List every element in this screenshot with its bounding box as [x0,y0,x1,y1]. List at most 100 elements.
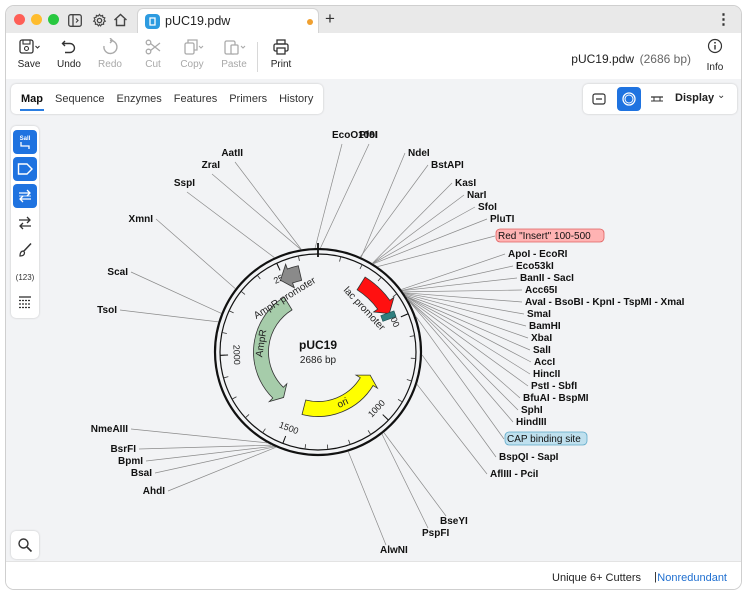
enzyme-site-label[interactable]: SalI [533,345,551,356]
highlight-toggle[interactable] [13,238,37,262]
enzyme-site-label[interactable]: SfoI [478,202,497,213]
redo-button[interactable]: Redo [90,38,130,70]
enzyme-leader-line [383,432,447,517]
cut-button[interactable]: Cut [133,38,173,70]
enzyme-site-label[interactable]: NarI [467,190,487,201]
cap-site-badge[interactable] [504,431,588,446]
primers-toggle[interactable] [13,211,37,235]
enzyme-site-label[interactable]: Red "Insert" 100-500 [498,231,591,242]
new-tab-button[interactable]: + [325,9,335,28]
enzyme-site-label[interactable]: AvaI - BsoBI - KpnI - TspMI - XmaI [525,297,685,308]
print-button[interactable]: Print [261,38,301,70]
enzyme-site-label[interactable]: SmaI [527,309,551,320]
tab-map[interactable]: Map [15,84,49,114]
tick-label: 2000 [231,345,242,365]
enzyme-site-label[interactable]: CAP binding site [507,434,581,445]
enzyme-site-label[interactable]: BanII - SacI [520,273,574,284]
enzyme-site-label[interactable]: ZraI [202,160,221,171]
enzyme-leader-line [407,299,519,411]
enzyme-site-label[interactable]: AflIII - PciI [490,469,539,480]
enzyme-site-label[interactable]: BspQI - SapI [499,452,559,463]
enzyme-leader-line [381,433,429,529]
enzyme-site-label[interactable]: SspI [174,178,195,189]
numbering-toggle[interactable]: (123) [13,265,37,289]
linear-view-button[interactable] [587,87,611,111]
enzyme-site-label[interactable]: Eco53kI [516,261,554,272]
enzyme-site-label[interactable]: PfoI [359,130,378,141]
paste-button[interactable]: Paste [214,38,254,70]
enzyme-site-label[interactable]: BamHI [529,321,561,332]
unsaved-indicator [307,19,313,25]
sequence-view-button[interactable] [645,87,669,111]
enzyme-site-label[interactable]: AhdI [143,486,165,497]
legend-toggle[interactable] [13,290,37,314]
feature-ampr[interactable] [253,296,293,403]
undo-button[interactable]: Undo [49,38,89,70]
display-menu-label[interactable]: Display [675,92,715,104]
insert-region-badge[interactable] [495,228,605,243]
enzyme-site-label[interactable]: EcoO109I [332,130,378,141]
enzyme-site-label[interactable]: SphI [521,405,543,416]
enzyme-site-label[interactable]: XmnI [129,214,154,225]
map-canvas[interactable]: 5001000150020002500lac promoteroriAmpRAm… [6,79,741,561]
orf-icon [19,189,31,203]
tab-sequence[interactable]: Sequence [55,93,105,105]
enzyme-site-label[interactable]: HincII [533,369,560,380]
chevron-down-icon[interactable]: ⌄ [717,90,726,101]
redundancy-mode-link[interactable]: Nonredundant [657,572,727,584]
tab-enzymes[interactable]: Enzymes [116,93,162,105]
enzyme-site-label[interactable]: BpmI [118,456,143,467]
enzyme-site-label[interactable]: Acc65I [525,285,557,296]
tab-primers[interactable]: Primers [229,93,268,105]
display-controls: Display ⌄ [583,84,737,114]
enzyme-leader-line [415,315,505,440]
enzyme-site-label[interactable]: BstAPI [431,160,464,171]
plasmid-map[interactable]: 5001000150020002500lac promoteroriAmpRAm… [6,79,742,561]
copy-button[interactable]: Copy [172,38,212,70]
home-icon[interactable] [111,11,129,29]
gear-icon[interactable] [90,11,108,29]
enzyme-site-label[interactable]: NmeAIII [91,424,128,435]
enzyme-site-label[interactable]: AlwNI [380,545,408,556]
close-window-button[interactable] [14,14,25,25]
zoom-window-button[interactable] [48,14,59,25]
enzyme-site-label[interactable]: ScaI [107,267,128,278]
circular-view-button[interactable] [617,87,641,111]
enzyme-site-label[interactable]: NdeI [408,148,430,159]
enzyme-site-label[interactable]: PspFI [422,528,449,539]
enzyme-site-label[interactable]: AccI [534,357,555,368]
feature-ori[interactable] [301,374,379,417]
minor-tick [367,430,372,435]
features-toggle[interactable] [13,157,37,181]
enzyme-site-label[interactable]: BseYI [440,516,468,527]
minimize-window-button[interactable] [31,14,42,25]
more-menu-button[interactable]: ⋮ [716,11,731,28]
enzyme-site-label[interactable]: PstI - SbfI [531,381,577,392]
enzyme-site-label[interactable]: BfuAI - BspMI [523,393,589,404]
enzyme-site-label[interactable]: BsaI [131,468,152,479]
enzyme-site-label[interactable]: AatII [221,148,243,159]
enzyme-site-label[interactable]: PluTI [490,214,515,225]
minor-tick [348,439,351,445]
info-button[interactable]: Info [701,38,729,73]
search-button[interactable] [11,531,39,559]
redo-label: Redo [98,59,122,70]
tab-features[interactable]: Features [173,93,218,105]
enzyme-leader-line [130,428,268,444]
feature-ampr-promoter[interactable] [279,263,303,289]
info-icon [707,38,723,54]
orfs-toggle[interactable] [13,184,37,208]
enzyme-sites-toggle[interactable]: SalI [13,130,37,154]
enzyme-site-label[interactable]: ApoI - EcoRI [508,249,568,260]
save-button[interactable]: Save [9,38,49,70]
tab-history[interactable]: History [279,93,314,105]
cutters-filter[interactable]: Unique 6+ Cutters [552,572,641,584]
enzyme-site-label[interactable]: XbaI [531,333,552,344]
enzyme-site-label[interactable]: KasI [455,178,476,189]
sidebar-toggle-icon[interactable] [66,11,84,29]
enzyme-site-label[interactable]: HindIII [516,417,547,428]
enzyme-site-label[interactable]: TsoI [97,305,117,316]
enzyme-site-label[interactable]: BsrFI [110,444,136,455]
document-tab[interactable]: pUC19.pdw [137,8,319,33]
minor-tick [221,332,227,334]
